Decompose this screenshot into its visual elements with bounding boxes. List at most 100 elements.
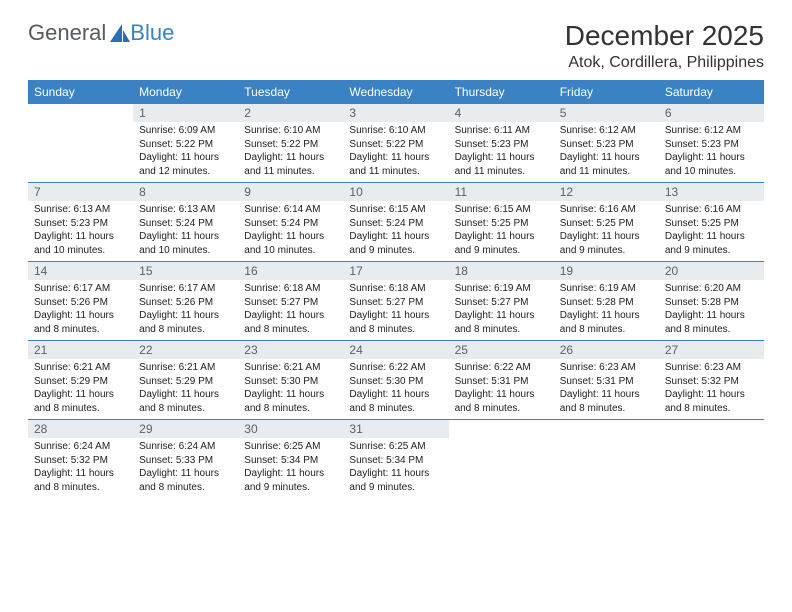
week-row: 1Sunrise: 6:09 AMSunset: 5:22 PMDaylight… <box>28 104 764 183</box>
day-number <box>449 420 554 438</box>
daylight-text: Daylight: 11 hours and 10 minutes. <box>244 230 337 257</box>
day-cell: 17Sunrise: 6:18 AMSunset: 5:27 PMDayligh… <box>343 262 448 340</box>
day-number <box>554 420 659 438</box>
day-cell: 26Sunrise: 6:23 AMSunset: 5:31 PMDayligh… <box>554 341 659 419</box>
day-number: 1 <box>133 104 238 122</box>
day-cell <box>554 420 659 498</box>
day-body: Sunrise: 6:10 AMSunset: 5:22 PMDaylight:… <box>238 122 343 182</box>
day-cell: 10Sunrise: 6:15 AMSunset: 5:24 PMDayligh… <box>343 183 448 261</box>
day-number: 5 <box>554 104 659 122</box>
day-number: 27 <box>659 341 764 359</box>
daylight-text: Daylight: 11 hours and 8 minutes. <box>455 388 548 415</box>
daylight-text: Daylight: 11 hours and 9 minutes. <box>455 230 548 257</box>
day-cell: 8Sunrise: 6:13 AMSunset: 5:24 PMDaylight… <box>133 183 238 261</box>
logo-text-1: General <box>28 20 106 46</box>
sunrise-text: Sunrise: 6:22 AM <box>455 361 548 375</box>
sunrise-text: Sunrise: 6:14 AM <box>244 203 337 217</box>
day-body <box>659 438 764 444</box>
day-cell: 12Sunrise: 6:16 AMSunset: 5:25 PMDayligh… <box>554 183 659 261</box>
day-body: Sunrise: 6:15 AMSunset: 5:24 PMDaylight:… <box>343 201 448 261</box>
day-header: Saturday <box>659 80 764 104</box>
day-body: Sunrise: 6:12 AMSunset: 5:23 PMDaylight:… <box>659 122 764 182</box>
day-body: Sunrise: 6:20 AMSunset: 5:28 PMDaylight:… <box>659 280 764 340</box>
day-number: 9 <box>238 183 343 201</box>
day-body: Sunrise: 6:25 AMSunset: 5:34 PMDaylight:… <box>343 438 448 498</box>
sunrise-text: Sunrise: 6:21 AM <box>139 361 232 375</box>
sunrise-text: Sunrise: 6:24 AM <box>34 440 127 454</box>
day-cell: 11Sunrise: 6:15 AMSunset: 5:25 PMDayligh… <box>449 183 554 261</box>
day-body: Sunrise: 6:21 AMSunset: 5:29 PMDaylight:… <box>28 359 133 419</box>
day-number: 18 <box>449 262 554 280</box>
daylight-text: Daylight: 11 hours and 9 minutes. <box>244 467 337 494</box>
logo-text-2: Blue <box>130 20 174 46</box>
sunrise-text: Sunrise: 6:13 AM <box>34 203 127 217</box>
sunset-text: Sunset: 5:22 PM <box>244 138 337 152</box>
week-row: 14Sunrise: 6:17 AMSunset: 5:26 PMDayligh… <box>28 262 764 341</box>
sunset-text: Sunset: 5:30 PM <box>349 375 442 389</box>
daylight-text: Daylight: 11 hours and 11 minutes. <box>455 151 548 178</box>
sunrise-text: Sunrise: 6:18 AM <box>349 282 442 296</box>
day-cell: 19Sunrise: 6:19 AMSunset: 5:28 PMDayligh… <box>554 262 659 340</box>
sunrise-text: Sunrise: 6:21 AM <box>244 361 337 375</box>
day-number: 26 <box>554 341 659 359</box>
sunset-text: Sunset: 5:33 PM <box>139 454 232 468</box>
day-cell: 14Sunrise: 6:17 AMSunset: 5:26 PMDayligh… <box>28 262 133 340</box>
day-body: Sunrise: 6:16 AMSunset: 5:25 PMDaylight:… <box>659 201 764 261</box>
day-cell: 16Sunrise: 6:18 AMSunset: 5:27 PMDayligh… <box>238 262 343 340</box>
day-number: 17 <box>343 262 448 280</box>
day-header: Sunday <box>28 80 133 104</box>
daylight-text: Daylight: 11 hours and 11 minutes. <box>560 151 653 178</box>
daylight-text: Daylight: 11 hours and 8 minutes. <box>139 309 232 336</box>
day-body <box>28 122 133 128</box>
day-number: 13 <box>659 183 764 201</box>
sunset-text: Sunset: 5:23 PM <box>34 217 127 231</box>
day-cell: 3Sunrise: 6:10 AMSunset: 5:22 PMDaylight… <box>343 104 448 182</box>
day-body: Sunrise: 6:21 AMSunset: 5:30 PMDaylight:… <box>238 359 343 419</box>
day-body: Sunrise: 6:18 AMSunset: 5:27 PMDaylight:… <box>343 280 448 340</box>
day-body: Sunrise: 6:14 AMSunset: 5:24 PMDaylight:… <box>238 201 343 261</box>
day-number: 8 <box>133 183 238 201</box>
sunset-text: Sunset: 5:25 PM <box>455 217 548 231</box>
sunrise-text: Sunrise: 6:13 AM <box>139 203 232 217</box>
daylight-text: Daylight: 11 hours and 9 minutes. <box>349 467 442 494</box>
day-body: Sunrise: 6:24 AMSunset: 5:32 PMDaylight:… <box>28 438 133 498</box>
day-cell: 30Sunrise: 6:25 AMSunset: 5:34 PMDayligh… <box>238 420 343 498</box>
sunrise-text: Sunrise: 6:10 AM <box>244 124 337 138</box>
daylight-text: Daylight: 11 hours and 8 minutes. <box>455 309 548 336</box>
month-title: December 2025 <box>565 20 764 52</box>
day-body: Sunrise: 6:09 AMSunset: 5:22 PMDaylight:… <box>133 122 238 182</box>
daylight-text: Daylight: 11 hours and 8 minutes. <box>139 388 232 415</box>
sunset-text: Sunset: 5:29 PM <box>139 375 232 389</box>
daylight-text: Daylight: 11 hours and 8 minutes. <box>665 388 758 415</box>
sunrise-text: Sunrise: 6:25 AM <box>244 440 337 454</box>
daylight-text: Daylight: 11 hours and 8 minutes. <box>244 388 337 415</box>
sunset-text: Sunset: 5:31 PM <box>455 375 548 389</box>
daylight-text: Daylight: 11 hours and 11 minutes. <box>349 151 442 178</box>
calendar: Sunday Monday Tuesday Wednesday Thursday… <box>28 80 764 498</box>
sunset-text: Sunset: 5:22 PM <box>139 138 232 152</box>
daylight-text: Daylight: 11 hours and 8 minutes. <box>139 467 232 494</box>
day-body: Sunrise: 6:23 AMSunset: 5:31 PMDaylight:… <box>554 359 659 419</box>
day-cell: 18Sunrise: 6:19 AMSunset: 5:27 PMDayligh… <box>449 262 554 340</box>
day-number: 22 <box>133 341 238 359</box>
daylight-text: Daylight: 11 hours and 10 minutes. <box>665 151 758 178</box>
day-cell: 5Sunrise: 6:12 AMSunset: 5:23 PMDaylight… <box>554 104 659 182</box>
day-cell: 4Sunrise: 6:11 AMSunset: 5:23 PMDaylight… <box>449 104 554 182</box>
day-body: Sunrise: 6:17 AMSunset: 5:26 PMDaylight:… <box>133 280 238 340</box>
sunset-text: Sunset: 5:23 PM <box>455 138 548 152</box>
sunrise-text: Sunrise: 6:16 AM <box>560 203 653 217</box>
day-cell: 6Sunrise: 6:12 AMSunset: 5:23 PMDaylight… <box>659 104 764 182</box>
sunrise-text: Sunrise: 6:17 AM <box>34 282 127 296</box>
day-number: 12 <box>554 183 659 201</box>
daylight-text: Daylight: 11 hours and 9 minutes. <box>349 230 442 257</box>
day-number: 10 <box>343 183 448 201</box>
day-header-row: Sunday Monday Tuesday Wednesday Thursday… <box>28 80 764 104</box>
sunrise-text: Sunrise: 6:23 AM <box>665 361 758 375</box>
day-body: Sunrise: 6:22 AMSunset: 5:31 PMDaylight:… <box>449 359 554 419</box>
sunset-text: Sunset: 5:27 PM <box>349 296 442 310</box>
day-number: 23 <box>238 341 343 359</box>
day-number: 11 <box>449 183 554 201</box>
day-number: 4 <box>449 104 554 122</box>
day-number: 7 <box>28 183 133 201</box>
day-number: 25 <box>449 341 554 359</box>
